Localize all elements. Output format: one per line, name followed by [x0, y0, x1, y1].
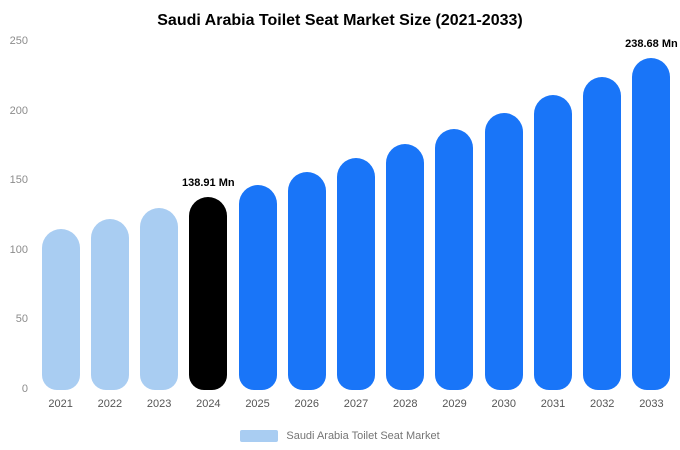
bar-column-2030 — [479, 42, 528, 390]
bar-column-2029 — [430, 42, 479, 390]
bar-column-2025 — [233, 42, 282, 390]
bar-2032[interactable] — [583, 77, 622, 390]
x-axis-label-2030: 2030 — [491, 398, 516, 410]
x-axis-label-2026: 2026 — [294, 398, 320, 410]
bar-2021[interactable] — [41, 228, 80, 390]
bar-column-2028 — [381, 42, 430, 390]
x-axis-label-2025: 2025 — [245, 398, 270, 410]
x-axis-label-2023: 2023 — [146, 398, 172, 410]
legend-label: Saudi Arabia Toilet Seat Market — [286, 430, 440, 442]
x-axis: 2021 2022 2023 2024 2025 2026 2027 2028 2029 2030… — [36, 398, 676, 410]
y-tick-label: 250 — [9, 35, 28, 47]
value-label: 238.68 Mn — [625, 37, 678, 50]
bar-column-2033: 238.68 Mn — [625, 38, 678, 390]
bar-2025[interactable] — [238, 184, 277, 390]
bar-column-2032 — [578, 42, 627, 390]
bar-2033[interactable] — [632, 57, 671, 390]
y-tick-label: 50 — [15, 313, 28, 326]
x-axis-label-2032: 2032 — [589, 398, 615, 410]
bar-2029[interactable] — [435, 128, 474, 390]
x-axis-label-2033: 2033 — [639, 398, 664, 410]
y-tick-label: 150 — [9, 174, 28, 187]
value-label: 138.91 Mn — [182, 176, 235, 189]
plot-wrap: 0 50 100 150 200 250 138.91 Mn 238.68 Mn 2021 2… — [0, 35, 680, 416]
bar-column-2031 — [528, 42, 577, 390]
chart-title: Saudi Arabia Toilet Seat Market Size (20… — [157, 12, 523, 29]
y-axis: 0 50 100 150 200 250 — [0, 35, 30, 395]
y-tick-label: 0 — [21, 383, 28, 395]
x-axis-label-2027: 2027 — [343, 398, 369, 410]
bar-2027[interactable] — [337, 158, 376, 390]
plot-area: 138.91 Mn 238.68 Mn — [36, 38, 678, 390]
x-axis-label-2021: 2021 — [48, 398, 73, 410]
bar-2030[interactable] — [484, 112, 523, 390]
x-axis-label-2024: 2024 — [196, 398, 221, 410]
bar-column-2027 — [331, 42, 380, 390]
bar-column-2026 — [282, 42, 331, 390]
y-tick-label: 200 — [9, 104, 28, 117]
bar-column-2024: 138.91 Mn — [182, 42, 235, 390]
x-axis-label-2028: 2028 — [393, 398, 418, 410]
bar-column-2022 — [85, 42, 134, 390]
bar-2026[interactable] — [287, 171, 326, 390]
bar-2028[interactable] — [386, 144, 425, 390]
legend[interactable]: Saudi Arabia Toilet Seat Market — [0, 430, 680, 442]
x-axis-label-2022: 2022 — [97, 398, 123, 410]
y-tick-label: 100 — [9, 243, 28, 256]
bar-2022[interactable] — [90, 218, 129, 390]
bar-2024[interactable] — [189, 196, 228, 390]
bar-column-2021 — [36, 42, 85, 390]
bar-2031[interactable] — [533, 95, 572, 390]
bar-2023[interactable] — [140, 207, 179, 390]
x-axis-label-2031: 2031 — [540, 398, 566, 410]
legend-swatch — [240, 430, 279, 442]
x-axis-label-2029: 2029 — [442, 398, 467, 410]
bar-column-2023 — [134, 42, 183, 390]
